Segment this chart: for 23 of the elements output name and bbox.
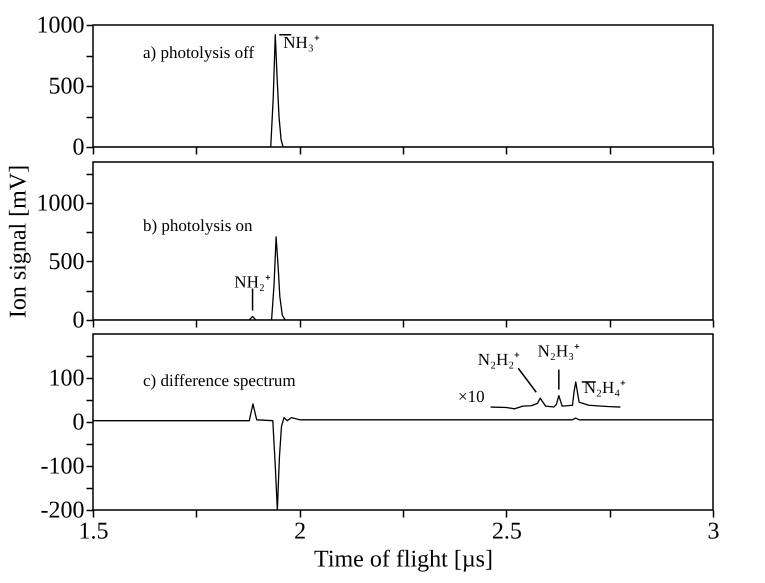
y-tick-label: 0 [72, 410, 84, 436]
annotation: N₂H₃⁺ [538, 342, 580, 361]
annotation: N₂H₂⁺ [478, 350, 520, 370]
annotation: c) difference spectrum [143, 371, 296, 390]
annotation: b) photolysis on [143, 216, 254, 235]
y-tick-label: 500 [48, 74, 84, 100]
x-tick-label: 2 [294, 518, 306, 544]
x-tick-label: 3 [708, 518, 720, 544]
x-axis-title: Time of flight [µs] [314, 546, 493, 572]
y-tick-label: 500 [48, 248, 84, 275]
y-tick-label: 0 [72, 134, 84, 160]
y-tick-label: 100 [48, 366, 84, 392]
annotation: NH₃⁺ [283, 32, 320, 52]
x-tick-label: 2.5 [492, 518, 522, 544]
y-tick-label: -100 [40, 454, 84, 480]
y-axis-title: Ion signal [mV] [6, 164, 32, 318]
annotation: a) photolysis off [143, 43, 254, 62]
y-tick-label: 0 [72, 308, 84, 334]
y-tick-label: 1000 [36, 190, 84, 216]
annotation: N₂H₄⁺ [584, 378, 626, 397]
y-tick-label: 1000 [36, 12, 84, 38]
annotation: NH₂⁺ [234, 272, 271, 292]
annotation: ×10 [458, 387, 485, 406]
